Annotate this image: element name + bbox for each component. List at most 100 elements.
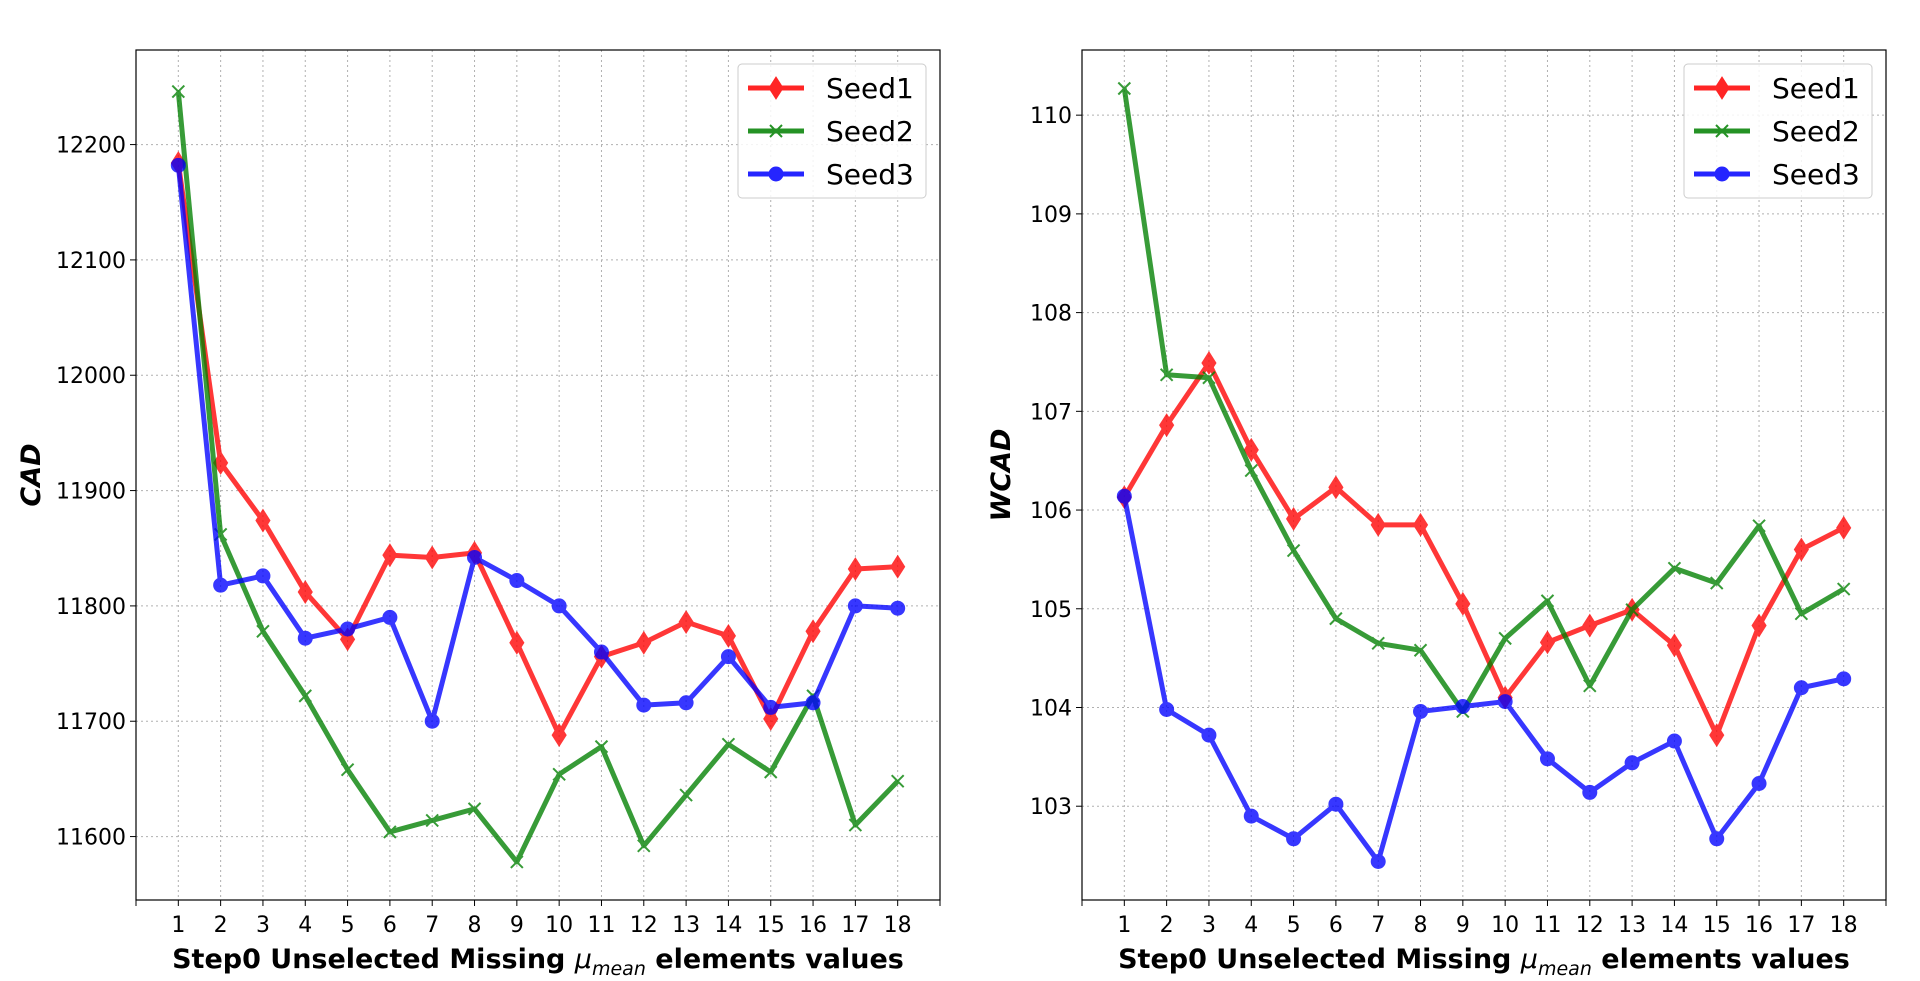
data-point-seed3 xyxy=(720,649,736,665)
data-point-seed1 xyxy=(1285,507,1302,531)
legend-swatch-seed1 xyxy=(748,76,804,100)
legend: Seed1 Seed2 Seed3 xyxy=(1683,63,1873,199)
x-tick-label: 9 xyxy=(510,913,524,938)
x-tick-label: 1 xyxy=(1117,913,1131,938)
y-tick-label: 104 xyxy=(1030,696,1072,721)
x-tick-label: 10 xyxy=(545,913,573,938)
data-point-seed2 xyxy=(171,84,186,99)
data-point-seed2 xyxy=(1329,611,1343,626)
series-seed3 xyxy=(1116,488,1852,869)
data-point-seed1 xyxy=(1243,437,1259,462)
legend-swatch-seed1 xyxy=(1694,76,1750,100)
x-tick-label: 4 xyxy=(1244,913,1258,938)
data-point-seed2 xyxy=(1836,582,1851,596)
data-point-seed3 xyxy=(1328,796,1344,812)
data-point-seed3 xyxy=(1539,751,1555,767)
legend-marker xyxy=(1714,166,1730,182)
series-line-seed3 xyxy=(1121,495,1845,864)
plot-frame xyxy=(135,49,941,901)
x-axis-label-suffix: elements values xyxy=(1592,944,1850,975)
data-point-seed2 xyxy=(637,839,651,853)
data-point-seed2 xyxy=(1159,368,1174,382)
data-point-seed2 xyxy=(256,624,270,638)
plot-frame xyxy=(1081,49,1887,901)
x-tick-label: 16 xyxy=(1745,913,1773,938)
x-tick-label: 17 xyxy=(1787,913,1815,938)
x-tick-label: 17 xyxy=(841,913,869,938)
legend-marker xyxy=(1714,76,1730,100)
data-point-seed2 xyxy=(510,855,524,869)
legend-label: Seed1 xyxy=(826,72,914,105)
data-point-seed3 xyxy=(551,598,567,614)
data-point-seed3 xyxy=(636,697,652,713)
series-seed2 xyxy=(1117,81,1851,719)
data-point-seed3 xyxy=(1793,680,1809,696)
data-point-seed1 xyxy=(1836,515,1852,540)
data-point-seed3 xyxy=(763,699,779,715)
data-point-seed1 xyxy=(1412,512,1429,537)
data-point-seed2 xyxy=(721,737,736,752)
data-point-seed2 xyxy=(1625,603,1639,617)
data-point-seed1 xyxy=(382,543,398,568)
legend-swatch-seed3 xyxy=(1694,166,1750,182)
data-point-seed1 xyxy=(1539,630,1556,655)
x-tick-label: 5 xyxy=(341,913,355,938)
data-point-seed1 xyxy=(1455,591,1471,616)
x-tick-label: 2 xyxy=(1160,913,1174,938)
legend-swatch-seed3 xyxy=(748,166,804,182)
legend-label: Seed2 xyxy=(1772,115,1860,148)
x-tick-label: 7 xyxy=(1371,913,1385,938)
series-seed2 xyxy=(171,84,905,869)
data-point-seed1 xyxy=(1709,723,1725,748)
x-axis-label-subscript: mean xyxy=(1538,958,1592,977)
y-axis-label: CAD xyxy=(16,443,47,506)
series-line-seed1 xyxy=(1122,360,1845,738)
y-tick-label: 103 xyxy=(1030,795,1072,820)
x-tick-label: 10 xyxy=(1491,913,1519,938)
data-point-seed3 xyxy=(1455,699,1471,715)
x-axis-label-suffix: elements values xyxy=(646,944,904,975)
data-point-seed3 xyxy=(1201,727,1217,743)
data-point-seed3 xyxy=(1624,755,1640,771)
data-point-seed1 xyxy=(1793,537,1809,562)
data-point-seed3 xyxy=(890,600,906,616)
data-point-seed3 xyxy=(1286,831,1302,847)
y-tick-label: 110 xyxy=(1030,104,1072,129)
data-point-seed3 xyxy=(1413,703,1429,719)
x-tick-label: 18 xyxy=(884,913,912,938)
x-tick-label: 12 xyxy=(630,913,658,938)
chart-panel-1: 1 2 3 4 5 6 7 8 9 10 11 12 13 14 15 16 17 181160011700118… xyxy=(16,49,941,980)
data-point-seed1 xyxy=(720,623,737,648)
y-tick-label: 11600 xyxy=(56,826,126,851)
data-point-seed1 xyxy=(297,580,313,604)
legend-label: Seed1 xyxy=(1772,72,1860,105)
y-tick-label: 12000 xyxy=(56,364,126,389)
data-point-seed1 xyxy=(1370,512,1386,537)
x-axis-label-math: μ xyxy=(1520,944,1538,975)
data-point-seed1 xyxy=(1582,613,1598,638)
x-tick-label: 5 xyxy=(1287,913,1301,938)
data-point-seed1 xyxy=(805,619,821,644)
data-point-seed3 xyxy=(1709,831,1725,847)
x-tick-label: 18 xyxy=(1830,913,1858,938)
data-point-seed3 xyxy=(1243,808,1259,824)
x-tick-label: 7 xyxy=(425,913,439,938)
y-tick-label: 11700 xyxy=(56,710,126,735)
legend-marker xyxy=(768,76,784,100)
data-point-seed2 xyxy=(1202,371,1216,385)
data-point-seed2 xyxy=(425,813,439,828)
legend-marker xyxy=(1715,124,1729,138)
data-point-seed2 xyxy=(1371,636,1385,651)
x-tick-label: 6 xyxy=(1329,913,1343,938)
data-point-seed2 xyxy=(340,762,355,777)
x-axis-label-prefix: Step0 Unselected Missing xyxy=(172,944,575,975)
x-tick-label: 4 xyxy=(298,913,312,938)
data-point-seed3 xyxy=(255,568,271,584)
data-point-seed2 xyxy=(1794,606,1809,621)
series-line-seed1 xyxy=(175,162,898,738)
y-tick-label: 105 xyxy=(1030,598,1072,623)
data-point-seed3 xyxy=(1116,488,1132,504)
x-tick-label: 11 xyxy=(587,913,615,938)
data-point-seed2 xyxy=(764,765,778,779)
data-point-seed3 xyxy=(382,609,398,625)
